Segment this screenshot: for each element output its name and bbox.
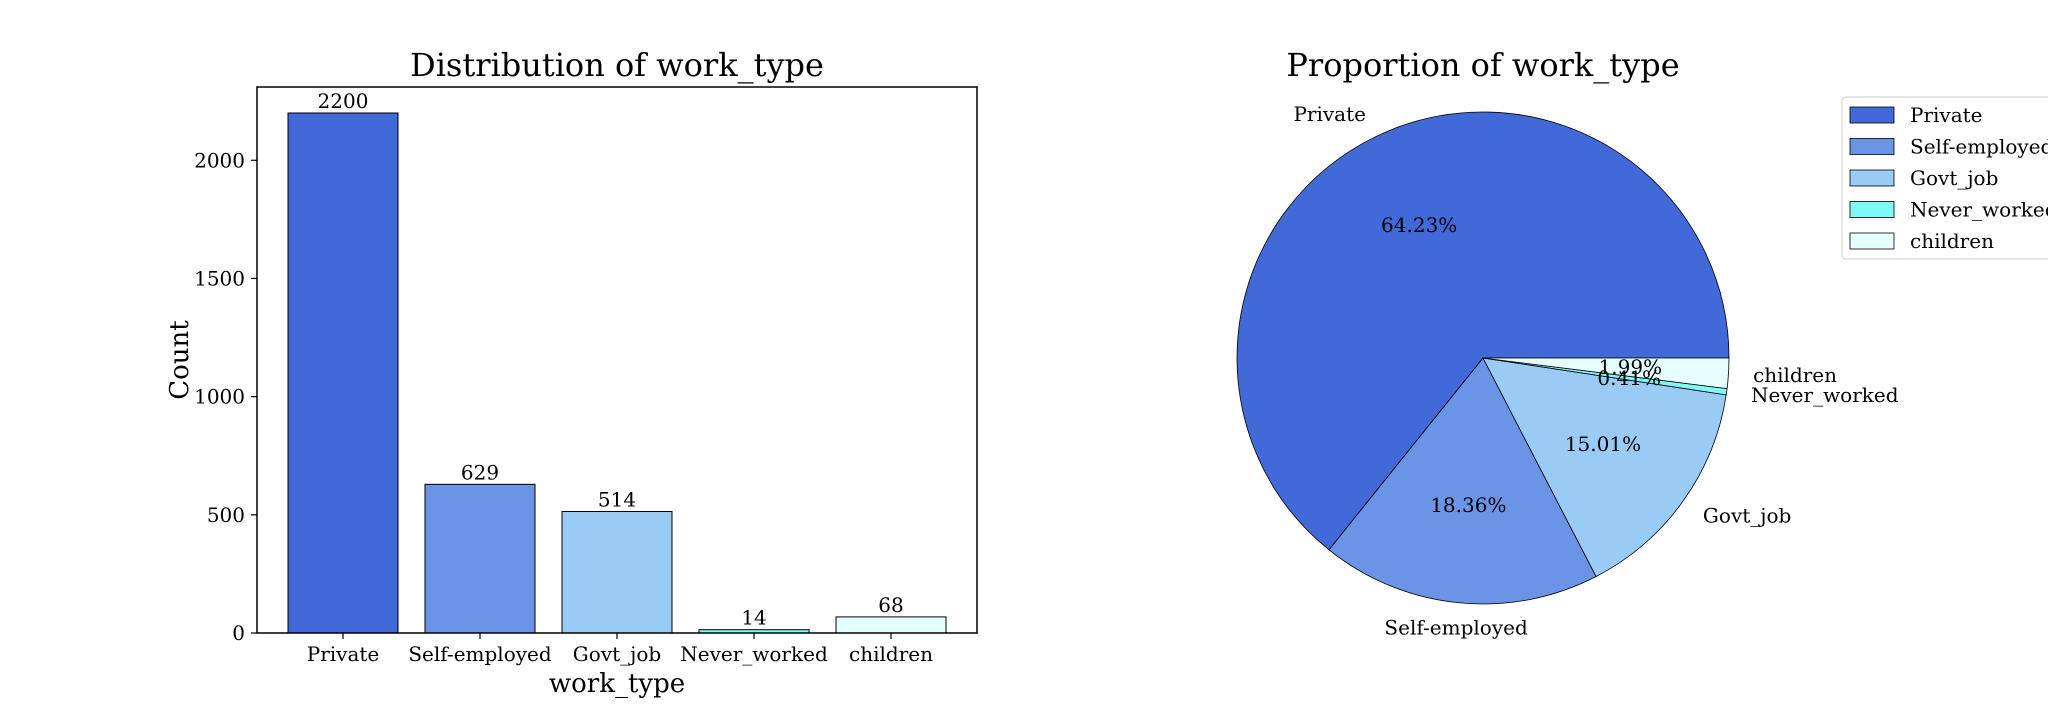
bar-y-tick-label-1000: 1000	[194, 385, 245, 409]
pie-category-label-self-employed: Self-employed	[1384, 615, 1528, 639]
bar-marks: 2200 629 514 14 68	[287, 89, 947, 634]
pie-percent-label-never-worked: 0.41%	[1597, 366, 1661, 390]
legend-label-children: children	[1910, 229, 1994, 253]
bar-govt-job	[561, 511, 673, 634]
bar-y-tick-label-500: 500	[207, 503, 245, 527]
bar-value-label-private: 2200	[318, 89, 369, 113]
bar-y-axis-label: Count	[165, 320, 195, 400]
bar-value-label-self-employed: 629	[461, 460, 499, 484]
pie-chart-title: Proportion of work_type	[1286, 46, 1679, 84]
bar-x-tick-label-private: Private	[307, 642, 380, 666]
pie-slice-children	[1482, 357, 1730, 390]
bar-y-tick-label-1500: 1500	[194, 266, 245, 290]
pie-category-label-never-worked: Never_worked	[1751, 383, 1899, 407]
pie-slice-self-employed	[1328, 357, 1597, 605]
pie-category-label-govt-job: Govt_job	[1703, 504, 1791, 528]
bar-x-tick-label-govt-job: Govt_job	[573, 642, 661, 666]
bar-y-ticks: 0 500 1000 1500 2000	[194, 148, 257, 645]
pie-slice-private	[1236, 111, 1730, 551]
bar-chart-title: Distribution of work_type	[410, 46, 824, 84]
pie-chart: Proportion of work_type 64.23% Private 18.…	[1236, 46, 2048, 639]
bar-y-tick-label-0: 0	[232, 621, 245, 645]
bar-self-employed	[424, 483, 536, 634]
pie-percent-label-children: 1.99%	[1599, 355, 1663, 379]
legend-swatch-govt-job	[1849, 169, 1895, 187]
legend-swatch-self-employed	[1849, 138, 1895, 155]
bar-x-axis-label: work_type	[549, 669, 685, 699]
pie-percent-label-self-employed: 18.36%	[1430, 493, 1506, 517]
legend-label-never-worked: Never_worked	[1910, 198, 2048, 222]
bar-value-label-govt-job: 514	[598, 488, 636, 512]
bar-children	[835, 616, 947, 634]
pie-slices	[1236, 111, 1730, 605]
legend-swatch-never-worked	[1849, 201, 1895, 218]
pie-percent-label-private: 64.23%	[1381, 213, 1457, 237]
bar-y-tick-label-2000: 2000	[194, 148, 245, 172]
pie-labels: 64.23% Private 18.36% Self-employed 15.01% Go…	[1293, 102, 1898, 639]
pie-category-label-children: children	[1753, 363, 1837, 387]
bar-value-label-never-worked: 14	[741, 606, 766, 630]
bar-chart: Distribution of work_type 2200 629 514 14 68…	[165, 46, 978, 699]
pie-legend: Private Self-employed Govt_job Never_worked…	[1841, 96, 2048, 260]
bar-x-tick-label-children: children	[849, 642, 933, 666]
legend-swatch-private	[1849, 106, 1895, 124]
bar-value-label-children: 68	[878, 593, 903, 617]
bar-private	[287, 112, 399, 634]
pie-category-label-private: Private	[1293, 102, 1366, 126]
pie-slice-govt-job	[1482, 357, 1727, 577]
pie-percent-label-govt-job: 15.01%	[1565, 432, 1641, 456]
legend-swatch-children	[1849, 232, 1895, 250]
legend-label-private: Private	[1910, 103, 1983, 127]
legend-label-govt-job: Govt_job	[1910, 166, 1998, 190]
bar-x-tick-label-self-employed: Self-employed	[408, 642, 552, 666]
bar-x-ticks: Private Self-employed Govt_job Never_worked…	[307, 633, 933, 666]
legend-label-self-employed: Self-employed	[1910, 135, 2048, 159]
bar-x-tick-label-never-worked: Never_worked	[680, 642, 828, 666]
legend-frame	[1841, 96, 2048, 260]
